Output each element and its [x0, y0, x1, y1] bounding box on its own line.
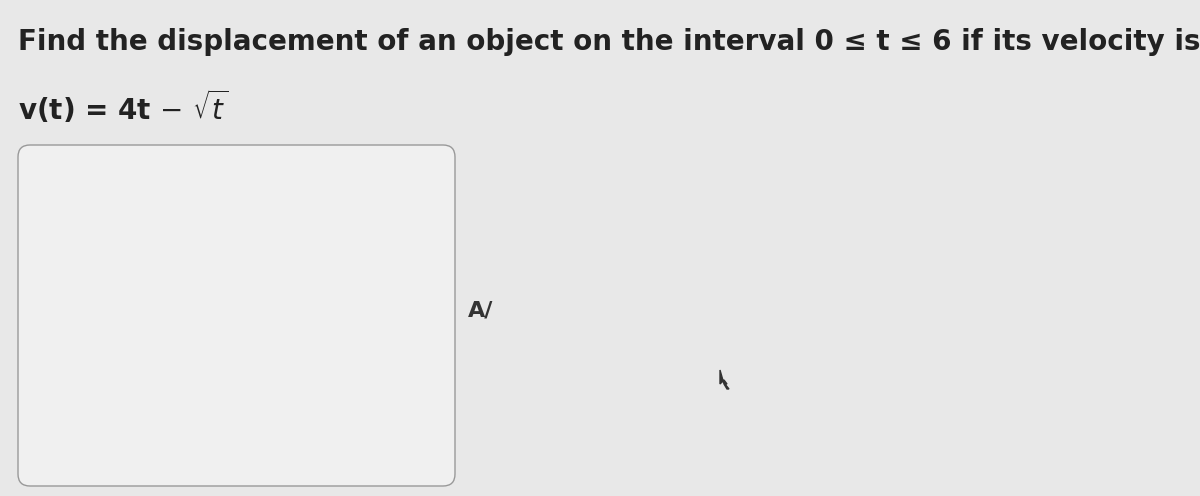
Polygon shape: [720, 370, 730, 389]
Text: A/: A/: [468, 300, 493, 320]
FancyBboxPatch shape: [18, 145, 455, 486]
Text: Find the displacement of an object on the interval 0 ≤ t ≤ 6 if its velocity is: Find the displacement of an object on th…: [18, 28, 1200, 56]
Text: v(t) = 4t $-$ $\sqrt{t}$: v(t) = 4t $-$ $\sqrt{t}$: [18, 88, 228, 125]
